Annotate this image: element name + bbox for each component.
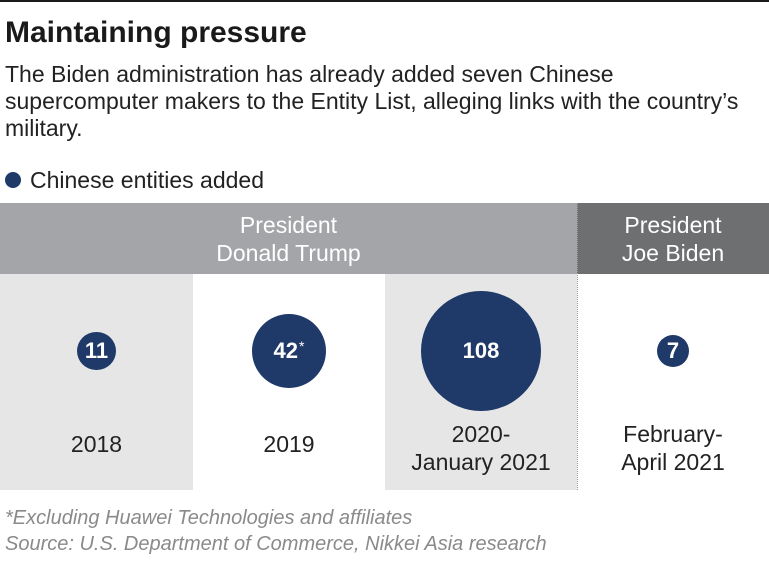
footnote-marker: * (299, 337, 305, 354)
period-label: 2018 (70, 431, 123, 457)
legend-label: Chinese entities added (30, 166, 264, 193)
presidency-label-trump: President Donald Trump (216, 211, 361, 266)
presidency-band-biden: President Joe Biden (577, 203, 769, 274)
period-label: 2019 (263, 431, 315, 457)
footnote: *Excluding Huawei Technologies and affil… (5, 507, 413, 529)
value-bubble: 42 * (251, 313, 327, 389)
top-rule (0, 0, 769, 2)
legend-marker (5, 172, 21, 188)
value-label: 11 (84, 337, 109, 363)
value-bubble: 108 (421, 291, 541, 411)
value-bubble: 7 (657, 335, 689, 367)
legend: Chinese entities added (5, 166, 264, 194)
presidency-divider (577, 203, 578, 490)
period-column (0, 274, 193, 490)
value-bubble: 11 (77, 331, 116, 371)
notes: *Excluding Huawei Technologies and affil… (5, 505, 547, 557)
presidency-label-biden: President Joe Biden (621, 211, 725, 266)
period-label: 2020- January 2021 (411, 421, 551, 475)
presidency-band-trump: President Donald Trump (0, 203, 577, 274)
value-label: 108 (462, 338, 500, 363)
source-note: Source: U.S. Department of Commerce, Nik… (5, 533, 547, 555)
value-label: 42 (273, 337, 298, 363)
period-label: February- April 2021 (621, 421, 725, 475)
value-label: 7 (666, 338, 680, 363)
chart-subtitle: The Biden administration has already add… (5, 61, 739, 141)
chart-title: Maintaining pressure (5, 16, 307, 49)
period-column (577, 274, 769, 490)
